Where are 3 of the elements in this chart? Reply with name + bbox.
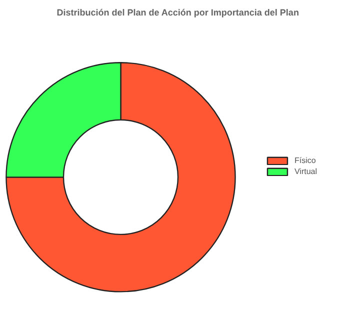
- legend-label: Virtual: [294, 167, 317, 176]
- legend-label: Físico: [294, 156, 316, 165]
- chart-title: Distribución del Plan de Acción por Importancia del Plan: [56, 8, 299, 18]
